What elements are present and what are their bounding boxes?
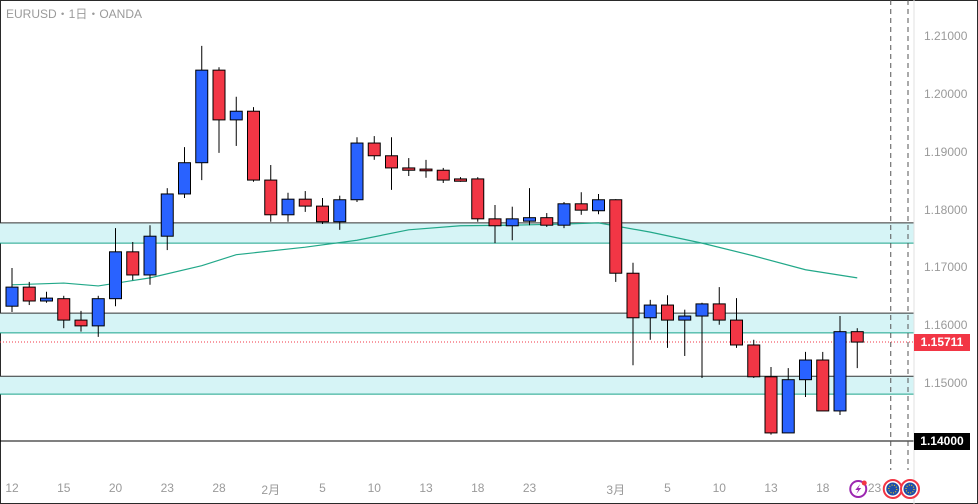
time-tick-label: 18 xyxy=(471,481,485,495)
time-tick-label: 10 xyxy=(367,481,381,495)
candle-down xyxy=(385,155,398,169)
candle-up xyxy=(592,199,605,212)
price-tick-label: 1.18000 xyxy=(924,202,968,217)
candle-down xyxy=(436,169,450,181)
candle-up xyxy=(40,297,53,302)
time-tick-label: 5 xyxy=(319,481,326,495)
candle-down xyxy=(316,205,329,223)
support-resistance-zone xyxy=(0,222,914,244)
time-tick-label: 13 xyxy=(764,481,778,495)
candle-down xyxy=(247,110,260,181)
candle-up xyxy=(91,298,105,327)
candle-up xyxy=(643,304,657,319)
time-tick-label: 15 xyxy=(57,481,71,495)
eu-stars xyxy=(905,484,915,494)
moving-average-line xyxy=(11,222,858,287)
candle-down xyxy=(609,199,623,274)
candle-down xyxy=(471,178,485,220)
chart-title: EURUSD・1日・OANDA xyxy=(6,7,143,21)
current-price-badge: 1.15711 xyxy=(914,334,970,352)
candle-up xyxy=(160,193,174,237)
candle-up xyxy=(781,379,795,434)
candle-down xyxy=(626,272,640,319)
candle-up xyxy=(350,142,364,201)
time-tick-label: 18 xyxy=(816,481,830,495)
time-tick-label: 3月 xyxy=(606,483,626,497)
candle-up xyxy=(178,162,191,195)
candle-down xyxy=(419,168,433,172)
time-tick-label: 23 xyxy=(160,481,174,495)
candle-down xyxy=(816,359,830,412)
candle-down xyxy=(764,376,778,434)
candle-up xyxy=(229,110,243,121)
candle-up xyxy=(799,359,812,381)
time-tick-label: 10 xyxy=(712,481,726,495)
candle-down xyxy=(22,286,36,302)
candle-down xyxy=(74,319,88,327)
time-tick-label: 28 xyxy=(212,481,226,495)
candle-down xyxy=(298,198,312,207)
time-tick-label: 12 xyxy=(5,481,19,495)
price-tick-label: 1.21000 xyxy=(924,29,968,43)
candle-down xyxy=(730,319,743,346)
candle-down xyxy=(488,218,502,227)
candle-up xyxy=(678,315,692,321)
time-tick-label: 20 xyxy=(108,481,123,495)
lightning-glyph xyxy=(855,484,862,494)
candle-down xyxy=(454,178,467,182)
time-tick-label: 5 xyxy=(664,481,671,495)
eu-stars xyxy=(888,484,898,494)
time-tick-label: 2月 xyxy=(261,483,281,497)
candle-up xyxy=(523,217,536,222)
candle-down xyxy=(402,167,416,171)
candle-down xyxy=(126,251,140,276)
candle-up xyxy=(833,331,847,412)
price-tick-label: 1.16000 xyxy=(924,318,968,333)
support-resistance-zone xyxy=(0,313,914,333)
candle-down xyxy=(574,203,588,211)
candle-down xyxy=(712,303,726,321)
time-tick-label: 23 xyxy=(867,481,882,495)
price-tick-label: 1.19000 xyxy=(924,144,968,159)
price-tick-label: 1.17000 xyxy=(924,260,968,275)
price-tick-label: 1.20000 xyxy=(924,86,968,101)
level-price-badge: 1.14000 xyxy=(914,433,970,451)
support-resistance-zone xyxy=(0,376,914,395)
candle-down xyxy=(57,298,71,321)
candle-up xyxy=(109,251,122,300)
price-tick-label: 1.15000 xyxy=(924,376,968,391)
notification-dot xyxy=(861,480,867,486)
candle-down xyxy=(367,142,381,157)
candle-down xyxy=(212,69,226,121)
candle-up xyxy=(281,198,295,216)
time-tick-label: 23 xyxy=(522,481,537,495)
candle-down xyxy=(747,344,761,378)
time-tick-label: 13 xyxy=(419,481,433,495)
candle-down xyxy=(540,217,554,226)
candle-up xyxy=(333,199,347,223)
candle-up xyxy=(195,69,209,164)
candle-up xyxy=(557,203,571,226)
candle-up xyxy=(143,235,157,276)
candle-up xyxy=(5,286,19,307)
candle-up xyxy=(695,303,709,317)
candle-down xyxy=(661,304,674,321)
candle-down xyxy=(264,179,278,216)
candle-down xyxy=(850,331,864,343)
candle-up xyxy=(505,218,519,227)
